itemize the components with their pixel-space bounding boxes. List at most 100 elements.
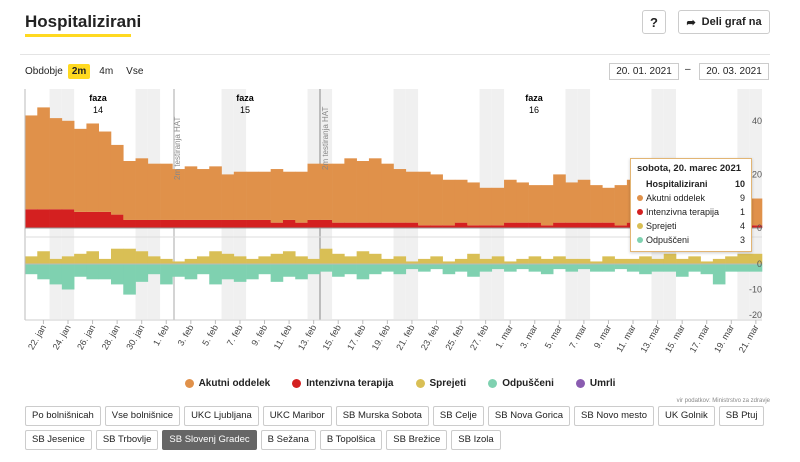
x-tick-label: 24. jan bbox=[51, 323, 73, 351]
icu-bar bbox=[368, 222, 382, 228]
y-tick-label: 40 bbox=[752, 116, 762, 126]
acute-bar bbox=[123, 161, 136, 220]
legend-item-icu[interactable]: Intenzivna terapija bbox=[292, 378, 394, 389]
x-tick-label: 25. feb bbox=[443, 323, 465, 352]
acute-bar bbox=[184, 166, 198, 220]
legend-item-admitted[interactable]: Sprejeti bbox=[415, 378, 466, 389]
icu-bar bbox=[614, 225, 628, 228]
x-tick-label: 22. jan bbox=[26, 323, 48, 351]
admitted-bar bbox=[307, 258, 321, 264]
x-tick-label: 3. mar bbox=[518, 323, 539, 350]
icu-bar bbox=[553, 222, 566, 228]
acute-bar bbox=[332, 163, 345, 223]
phase-16-label: faza bbox=[525, 93, 544, 103]
admitted-bar bbox=[626, 258, 640, 264]
x-tick-label: 17. feb bbox=[345, 323, 367, 352]
admitted-bar bbox=[725, 256, 738, 264]
hospital-tag[interactable]: SB Novo mesto bbox=[574, 406, 655, 426]
icu-bar bbox=[540, 225, 554, 228]
date-from-input[interactable]: 20. 01. 2021 bbox=[609, 63, 679, 80]
admitted-bar bbox=[98, 258, 112, 264]
hospital-tag[interactable]: SB Murska Sobota bbox=[335, 406, 429, 426]
tooltip-dot bbox=[637, 209, 643, 215]
tooltip-date: sobota, 20. marec 2021 bbox=[637, 163, 742, 174]
discharged-bar bbox=[393, 264, 407, 275]
hospital-tag[interactable]: Vse bolnišnice bbox=[104, 406, 181, 426]
discharged-bar bbox=[454, 264, 468, 272]
x-tick-label: 7. mar bbox=[567, 323, 588, 350]
admitted-bar bbox=[344, 256, 357, 264]
tooltip-label: Hospitalizirani bbox=[646, 179, 708, 189]
discharged-bar bbox=[712, 264, 726, 285]
discharged-bar bbox=[590, 264, 603, 272]
acute-bar bbox=[418, 171, 431, 226]
period-option-2m[interactable]: 2m bbox=[67, 64, 91, 79]
share-button[interactable]: ➦ Deli graf na bbox=[678, 10, 770, 34]
icu-bar bbox=[184, 219, 198, 228]
discharged-bar bbox=[123, 264, 136, 295]
icu-bar bbox=[565, 222, 579, 228]
icu-bar bbox=[246, 219, 259, 228]
period-option-all[interactable]: Vse bbox=[126, 66, 144, 77]
hospital-tag[interactable]: SB Celje bbox=[432, 406, 484, 426]
period-selector: Obdobje 2m 4m Vse bbox=[25, 64, 147, 79]
icu-bar bbox=[491, 225, 505, 228]
admitted-bar bbox=[442, 261, 456, 264]
legend-item-discharged[interactable]: Odpuščeni bbox=[488, 378, 554, 389]
acute-bar bbox=[590, 185, 603, 223]
admitted-bar bbox=[123, 248, 136, 264]
legend-dot bbox=[575, 379, 585, 388]
tooltip-value: 10 bbox=[734, 179, 745, 189]
discharged-bar bbox=[233, 264, 247, 282]
hospital-tag[interactable]: B Sežana bbox=[260, 430, 316, 450]
admitted-bar bbox=[233, 256, 247, 264]
period-option-4m[interactable]: 4m bbox=[99, 66, 114, 77]
legend-item-acute[interactable]: Akutni oddelek bbox=[184, 378, 270, 389]
hospital-tag[interactable]: UK Golnik bbox=[658, 406, 715, 426]
admitted-bar bbox=[405, 261, 419, 264]
tooltip-value: 4 bbox=[739, 221, 745, 231]
icu-bar bbox=[233, 219, 247, 228]
x-tick-label: 9. feb bbox=[249, 323, 269, 348]
date-to-input[interactable]: 20. 03. 2021 bbox=[699, 63, 769, 80]
hospital-tag[interactable]: UKC Maribor bbox=[262, 406, 332, 426]
y-tick-label: 20 bbox=[752, 169, 762, 179]
x-tick-label: 23. feb bbox=[419, 323, 441, 352]
acute-bar bbox=[553, 174, 566, 223]
hospital-tag[interactable]: SB Ptuj bbox=[718, 406, 765, 426]
discharged-bar bbox=[25, 264, 38, 275]
hospital-tag[interactable]: B Topolšica bbox=[319, 430, 383, 450]
hospital-tag[interactable]: SB Brežice bbox=[386, 430, 448, 450]
x-tick-label: 1. mar bbox=[494, 323, 515, 350]
tooltip-row-admitted: Sprejeti 4 bbox=[637, 219, 745, 233]
discharged-bar bbox=[651, 264, 665, 272]
x-tick-label: 11. feb bbox=[272, 323, 294, 351]
admitted-bar bbox=[356, 251, 370, 264]
acute-bar bbox=[602, 187, 615, 223]
tooltip-value: 9 bbox=[739, 193, 745, 203]
admitted-bar bbox=[700, 261, 714, 264]
icu-bar bbox=[590, 222, 603, 228]
admitted-bar bbox=[368, 253, 382, 264]
icu-bar bbox=[135, 219, 149, 228]
acute-bar bbox=[246, 171, 259, 220]
help-button[interactable]: ? bbox=[642, 10, 666, 34]
tooltip-label: Intenzivna terapija bbox=[646, 207, 720, 217]
discharged-bar bbox=[258, 264, 271, 275]
discharged-bar bbox=[504, 264, 517, 272]
hospital-tag[interactable]: SB Nova Gorica bbox=[487, 406, 571, 426]
hospital-tag[interactable]: SB Izola bbox=[451, 430, 501, 450]
hospital-tag[interactable]: SB Trbovlje bbox=[95, 430, 159, 450]
hospital-tag[interactable]: SB Jesenice bbox=[25, 430, 92, 450]
admitted-bar bbox=[540, 258, 554, 264]
acute-bar bbox=[295, 171, 308, 223]
discharged-bar bbox=[381, 264, 394, 272]
acute-bar bbox=[49, 118, 63, 210]
hospital-tag[interactable]: SB Slovenj Gradec bbox=[162, 430, 257, 450]
discharged-bar bbox=[86, 264, 99, 280]
discharged-bar bbox=[37, 264, 50, 280]
hospital-tag[interactable]: Po bolnišnicah bbox=[25, 406, 101, 426]
hospital-tag[interactable]: UKC Ljubljana bbox=[184, 406, 259, 426]
legend-item-deceased[interactable]: Umrli bbox=[575, 378, 615, 389]
phase-15-number: 15 bbox=[240, 105, 250, 115]
